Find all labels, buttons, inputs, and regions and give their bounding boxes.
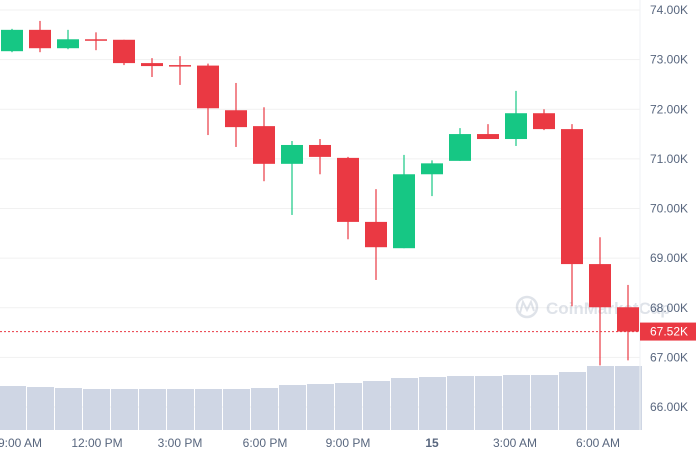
volume-bar xyxy=(167,389,194,430)
candle xyxy=(421,160,443,197)
candle xyxy=(337,156,359,240)
y-tick-label: 70.00K xyxy=(650,202,688,216)
volume-bar xyxy=(475,376,502,430)
volume-bar xyxy=(139,389,166,430)
x-tick-label: 3:00 PM xyxy=(158,436,203,450)
y-tick-label: 66.00K xyxy=(650,400,688,414)
coinmarketcap-logo-wave xyxy=(519,299,535,314)
x-tick-label: 9:00 AM xyxy=(0,436,42,450)
volume-bar xyxy=(419,377,446,430)
y-tick-label: 68.00K xyxy=(650,301,688,315)
candle-body xyxy=(141,63,163,67)
y-tick-label: 71.00K xyxy=(650,152,688,166)
candles xyxy=(1,20,639,366)
x-tick-label: 12:00 PM xyxy=(71,436,122,450)
candle-body xyxy=(533,113,555,130)
volume-bar xyxy=(363,381,390,430)
x-tick-label: 6:00 PM xyxy=(243,436,288,450)
volume-bar xyxy=(0,386,26,430)
candle-body xyxy=(253,126,275,164)
y-tick-label: 69.00K xyxy=(650,251,688,265)
candle xyxy=(533,109,555,131)
x-axis: 9:00 AM 12:00 PM 3:00 PM 6:00 PM 9:00 PM 15 3:… xyxy=(0,436,620,450)
volume-bar xyxy=(195,389,222,430)
x-tick-label: 15 xyxy=(425,436,439,450)
candle xyxy=(225,82,247,147)
current-price-badge: 67.52K xyxy=(640,322,696,341)
candle-body xyxy=(281,144,303,164)
grid-lines xyxy=(0,9,640,408)
candle-body xyxy=(197,65,219,109)
volume-bar xyxy=(111,389,138,430)
y-tick-label: 67.00K xyxy=(650,350,688,364)
candle-body xyxy=(225,110,247,128)
candle xyxy=(365,189,387,280)
candle-body xyxy=(421,163,443,175)
y-tick-label: 73.00K xyxy=(650,53,688,67)
candle xyxy=(29,20,51,53)
x-tick-label: 6:00 AM xyxy=(576,436,620,450)
candle xyxy=(281,141,303,215)
candle-body xyxy=(617,307,639,332)
candle-body xyxy=(589,264,611,308)
volume-bar xyxy=(83,389,110,430)
current-price-label: 67.52K xyxy=(650,325,688,339)
candle-body xyxy=(393,174,415,249)
candle-body xyxy=(169,65,191,67)
candle-body xyxy=(449,134,471,161)
candle xyxy=(57,29,79,50)
candle-body xyxy=(477,134,499,140)
candle xyxy=(505,90,527,146)
x-tick-label: 3:00 AM xyxy=(493,436,537,450)
candle-body xyxy=(29,29,51,49)
volume-bar xyxy=(559,372,586,430)
candle xyxy=(197,63,219,136)
candle xyxy=(169,56,191,85)
y-tick-label: 74.00K xyxy=(650,3,688,17)
current-price-box xyxy=(640,322,696,341)
candle xyxy=(561,124,583,307)
candle xyxy=(617,284,639,361)
candle-body xyxy=(561,129,583,265)
candle xyxy=(85,32,107,51)
candle-body xyxy=(365,221,387,248)
volume-bars xyxy=(0,366,642,430)
y-axis: 74.00K 73.00K 72.00K 71.00K 70.00K 69.00K 68.0… xyxy=(650,3,688,414)
volume-bar xyxy=(587,366,614,430)
candle xyxy=(393,154,415,249)
candle-body xyxy=(85,39,107,41)
x-tick-label: 9:00 PM xyxy=(326,436,371,450)
candle-body xyxy=(337,157,359,222)
volume-bar xyxy=(55,388,82,430)
y-tick-label: 72.00K xyxy=(650,102,688,116)
candle xyxy=(589,237,611,366)
candle xyxy=(253,107,275,182)
volume-bar xyxy=(391,378,418,430)
candle xyxy=(141,58,163,77)
candle-body xyxy=(57,39,79,49)
volume-bar xyxy=(615,366,642,430)
candle-body xyxy=(309,144,331,157)
volume-bar xyxy=(307,384,334,430)
volume-bar xyxy=(531,375,558,430)
volume-bar xyxy=(27,387,54,430)
volume-bar xyxy=(335,383,362,430)
candle xyxy=(477,124,499,140)
candle-body xyxy=(1,29,23,52)
candle xyxy=(449,128,471,161)
candle-body xyxy=(505,113,527,140)
candle xyxy=(113,39,135,66)
volume-bar xyxy=(279,385,306,430)
volume-bar xyxy=(503,375,530,430)
candle-body xyxy=(113,39,135,64)
volume-bar xyxy=(223,389,250,430)
coinmarketcap-logo-icon xyxy=(515,295,539,319)
candle xyxy=(309,139,331,175)
candle xyxy=(1,28,23,53)
volume-bar xyxy=(447,376,474,430)
volume-bar xyxy=(251,388,278,430)
